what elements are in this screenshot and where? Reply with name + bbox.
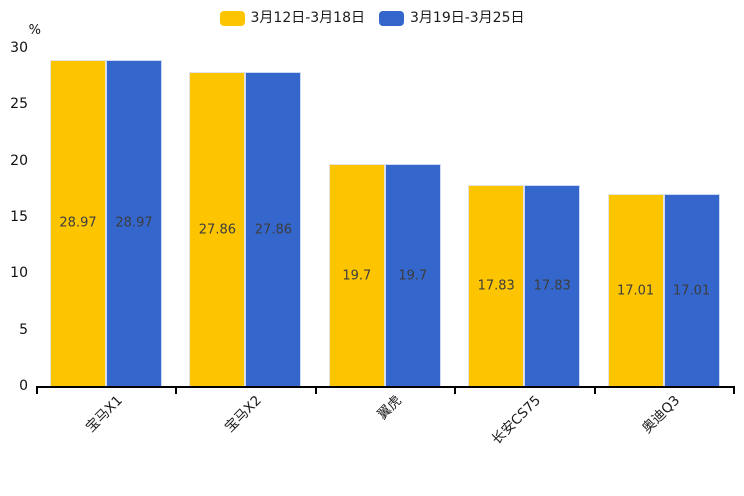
bar-value-label: 27.86 (254, 222, 292, 238)
bar-value-label: 28.97 (115, 215, 153, 231)
y-tick-label: 25 (10, 96, 28, 113)
x-axis-tick (733, 386, 735, 394)
bar-value-label: 17.83 (533, 278, 571, 294)
legend-item: 3月12日-3月18日 (219, 10, 366, 26)
bar: 17.83 (468, 185, 525, 386)
bar: 17.83 (524, 185, 581, 386)
y-tick-label: 15 (10, 209, 28, 225)
bar: 27.86 (245, 72, 302, 386)
bar: 27.86 (189, 72, 246, 386)
bar: 28.97 (106, 59, 162, 386)
bar-value-label: 19.7 (342, 268, 372, 283)
bar: 17.01 (663, 194, 720, 386)
bar: 28.97 (50, 59, 106, 386)
x-axis-label: 翼虎 (373, 392, 405, 423)
bar: 19.7 (384, 164, 441, 386)
bar: 19.7 (328, 164, 385, 386)
x-axis-tick (36, 386, 38, 394)
y-tick-label: 10 (10, 265, 28, 282)
y-tick-label: 30 (10, 40, 28, 56)
x-axis-tick (175, 386, 178, 394)
bar-value-label: 17.01 (672, 283, 711, 299)
x-axis-label: 宝马X1 (82, 392, 126, 436)
x-axis-tick (314, 386, 317, 394)
x-axis-label: 长安CS75 (488, 392, 544, 448)
y-tick-label: 0 (19, 378, 28, 394)
x-axis-line (37, 386, 734, 388)
bar: 17.01 (607, 194, 664, 386)
y-axis-unit-label: % (28, 23, 41, 38)
x-axis-label: 宝马X2 (221, 392, 266, 436)
legend-swatch (219, 10, 245, 26)
legend: 3月12日-3月18日 3月19日-3月25日 (0, 7, 744, 29)
bar-value-label: 27.86 (198, 222, 236, 238)
bar-value-label: 28.97 (59, 215, 97, 231)
y-tick-label: 5 (19, 321, 28, 338)
x-axis-label: 奥迪Q3 (639, 392, 684, 437)
bar-value-label: 17.01 (616, 283, 655, 299)
bar-value-label: 19.7 (398, 268, 428, 283)
bar-value-label: 17.83 (477, 278, 515, 294)
legend-label: 3月12日-3月18日 (250, 10, 366, 26)
legend-swatch (379, 10, 404, 26)
y-tick-label: 20 (10, 152, 28, 169)
x-axis-tick (454, 386, 457, 394)
legend-label: 3月19日-3月25日 (410, 10, 525, 26)
legend-item: 3月19日-3月25日 (379, 10, 525, 26)
x-axis-tick (593, 386, 596, 394)
